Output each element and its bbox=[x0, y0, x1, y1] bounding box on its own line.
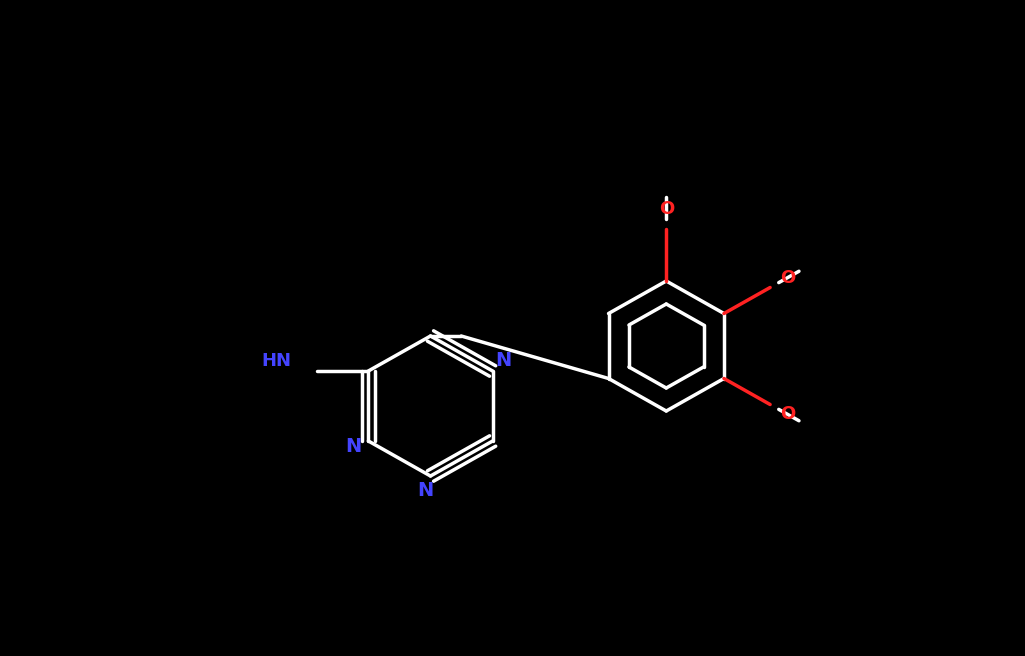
Text: N: N bbox=[417, 482, 434, 501]
Text: HN: HN bbox=[261, 352, 291, 370]
Text: N: N bbox=[344, 436, 361, 455]
Text: O: O bbox=[659, 201, 673, 218]
Text: O: O bbox=[780, 405, 795, 423]
Text: N: N bbox=[495, 352, 511, 371]
Text: O: O bbox=[780, 269, 795, 287]
